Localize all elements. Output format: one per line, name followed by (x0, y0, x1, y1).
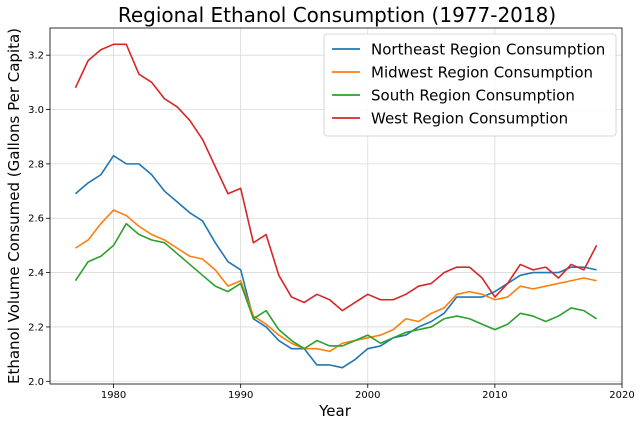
y-tick-label: 3.2 (28, 51, 44, 62)
legend-label: South Region Consumption (371, 87, 575, 105)
x-tick-label: 2000 (355, 390, 380, 401)
legend-label: Northeast Region Consumption (371, 41, 605, 59)
y-tick-label: 3.0 (28, 105, 44, 116)
x-tick-label: 1980 (101, 390, 126, 401)
series-line-4 (74, 43, 598, 312)
series-lines (74, 43, 598, 369)
x-tick-label: 2020 (609, 390, 634, 401)
chart-title: Regional Ethanol Consumption (1977-2018) (118, 3, 556, 27)
x-axis-label: Year (318, 402, 352, 420)
y-tick-label: 2.2 (28, 322, 44, 333)
legend-box (323, 33, 617, 137)
legend-label: Midwest Region Consumption (371, 64, 593, 82)
y-tick-label: 2.4 (28, 268, 44, 279)
x-tick-label: 2010 (482, 390, 507, 401)
legend-label: West Region Consumption (371, 110, 568, 128)
y-axis-label: Ethanol Volume Consumed (Gallons Per Cap… (5, 28, 23, 384)
y-tick-label: 2.0 (28, 377, 44, 388)
series-line-2 (74, 209, 597, 353)
x-tick-label: 1990 (228, 390, 253, 401)
series-line-1 (74, 154, 597, 369)
legend: Northeast Region Consumption Midwest Regi… (323, 33, 617, 137)
y-tick-label: 2.6 (28, 214, 44, 225)
y-tick-label: 2.8 (28, 159, 44, 170)
plot-frame (49, 27, 623, 385)
axis-ticks: 1980 1990 2000 2010 2020 2.0 2.2 2.4 2.6 2.8 3.0 3.… (28, 51, 635, 401)
series-line-3 (74, 222, 598, 350)
